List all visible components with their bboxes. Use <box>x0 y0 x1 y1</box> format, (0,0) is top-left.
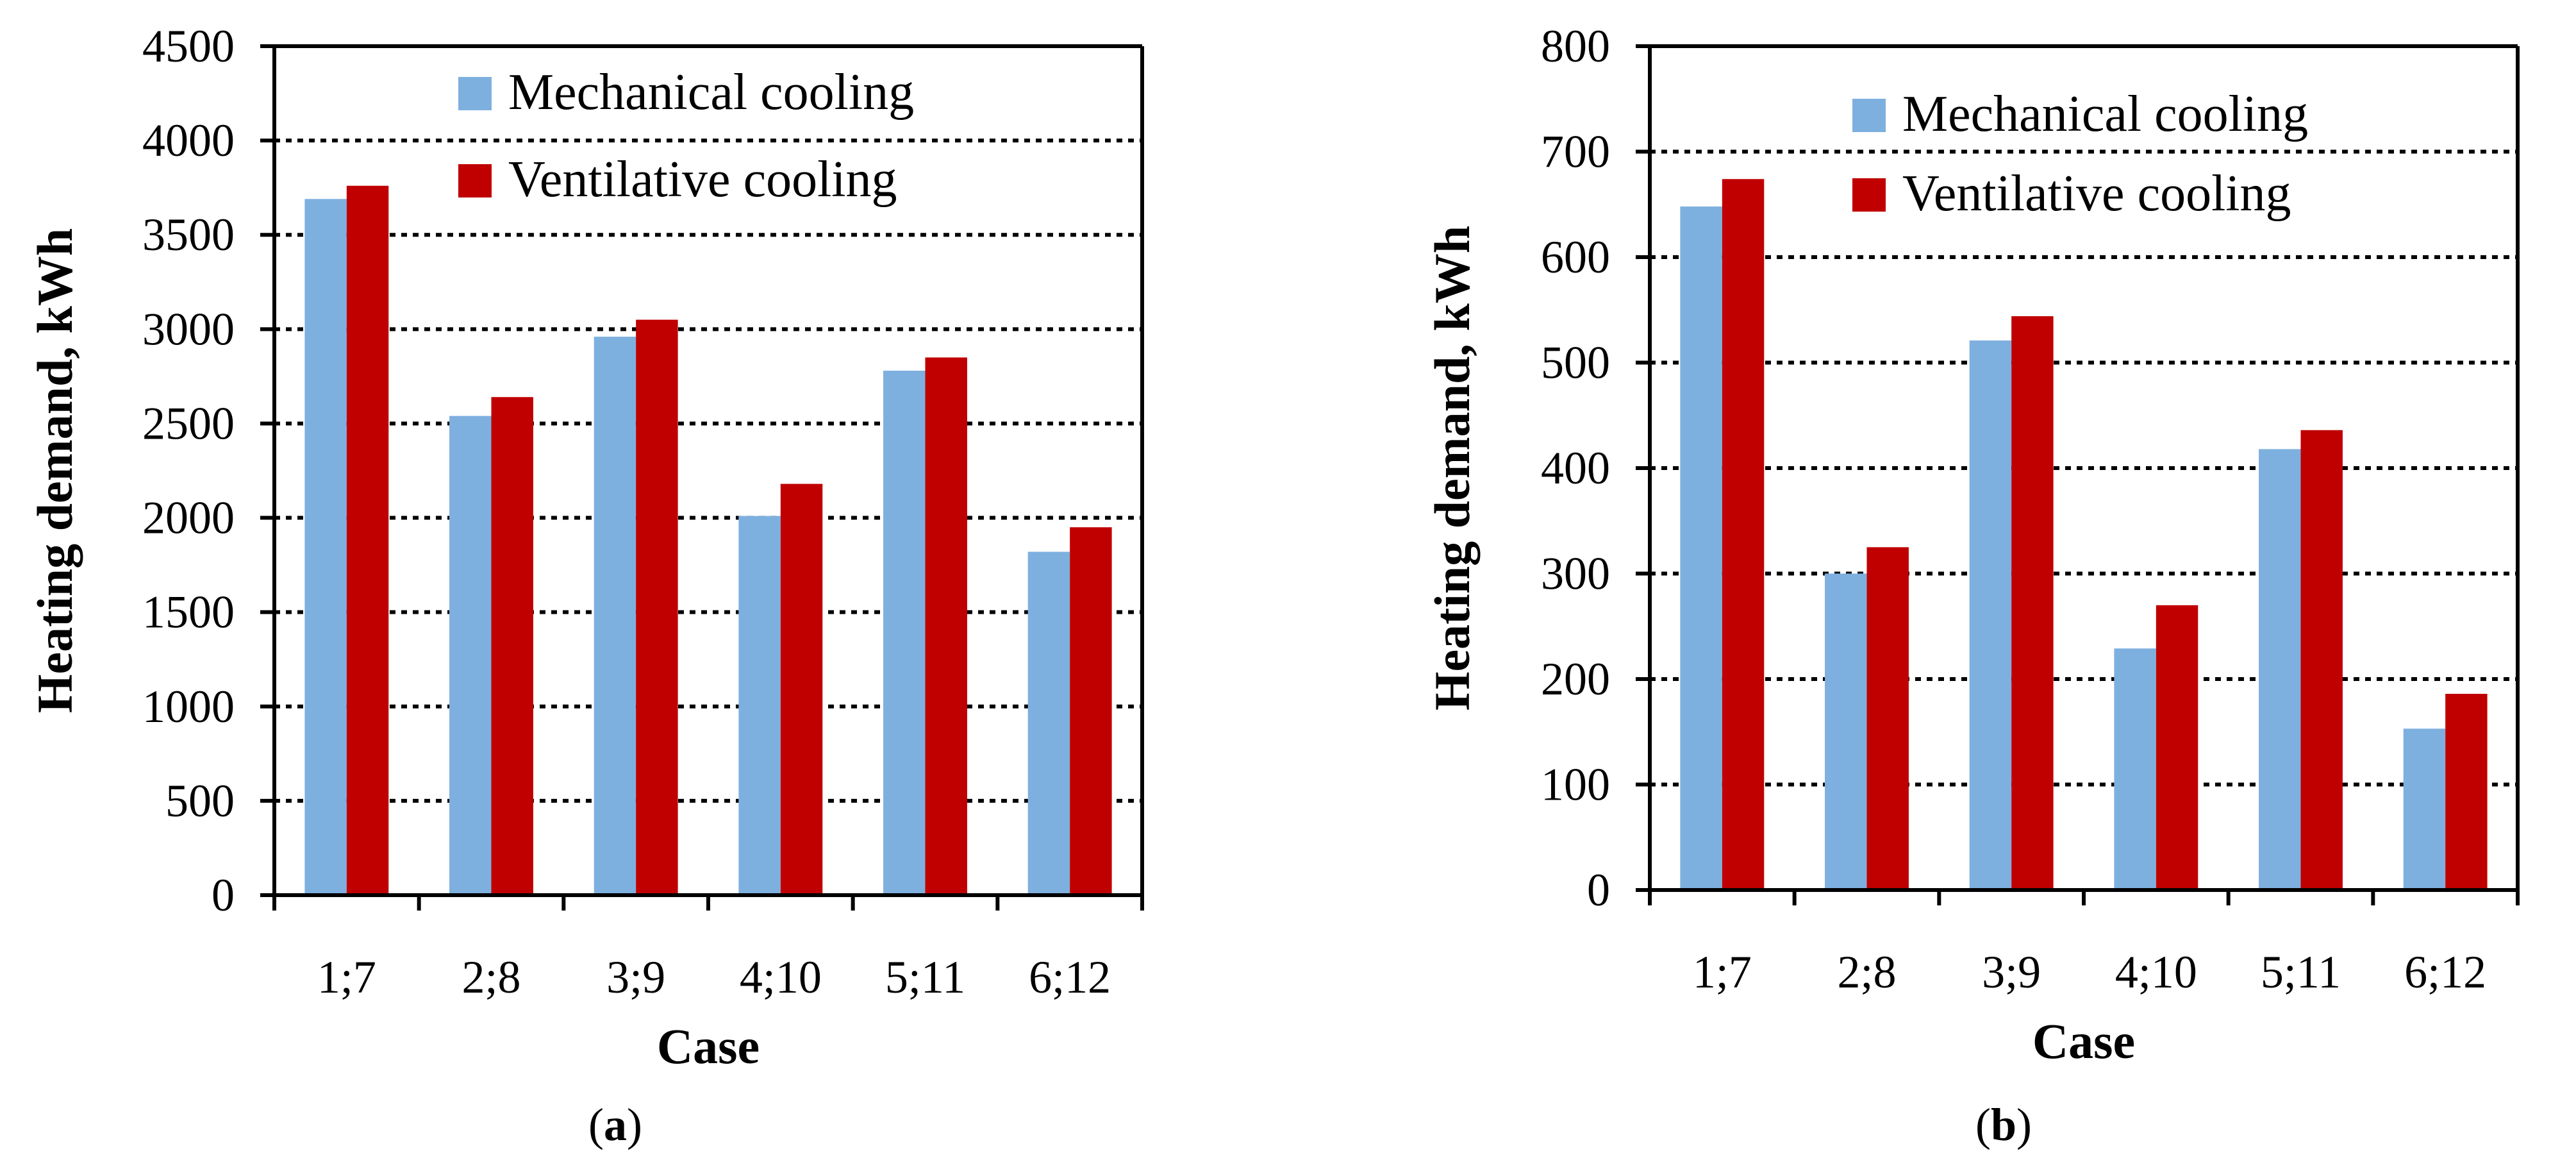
y-tick-label: 3500 <box>142 209 235 260</box>
x-tick-label: 1;7 <box>1693 946 1752 998</box>
bar-mechanical-3 <box>1969 340 2012 890</box>
x-axis-title: Case <box>2032 1013 2135 1069</box>
y-tick-label: 0 <box>212 869 235 921</box>
y-tick-label: 800 <box>1541 21 1610 72</box>
bar-ventilative-5 <box>2300 430 2343 890</box>
y-tick-label: 2500 <box>142 398 235 449</box>
bar-ventilative-3 <box>2011 316 2054 890</box>
bar-ventilative-2 <box>1866 547 1909 890</box>
bar-ventilative-4 <box>780 483 823 895</box>
panel-label: a <box>604 1099 627 1150</box>
y-tick-label: 4500 <box>142 21 235 72</box>
x-tick-label: 1;7 <box>317 952 376 1003</box>
bar-mechanical-4 <box>738 516 781 895</box>
bar-mechanical-4 <box>2114 648 2156 890</box>
x-tick-label: 4;10 <box>740 952 822 1003</box>
legend-swatch-ventilative <box>458 164 492 197</box>
bar-ventilative-5 <box>925 357 967 895</box>
y-tick-label: 1500 <box>142 587 235 638</box>
bar-ventilative-4 <box>2156 605 2198 890</box>
y-tick-label: 700 <box>1541 126 1610 178</box>
legend-swatch-ventilative <box>1852 178 1886 212</box>
y-tick-label: 400 <box>1541 442 1610 494</box>
bar-mechanical-2 <box>449 416 492 895</box>
chart-panel-a: 0 500 1000 1500 2000 2500 3000 3500 4000 4500 1;7 2… <box>27 21 1144 1150</box>
bar-ventilative-6 <box>2445 694 2488 890</box>
y-tick-label: 500 <box>1541 337 1610 389</box>
bar-ventilative-2 <box>491 397 533 895</box>
y-tick-label: 1000 <box>142 681 235 732</box>
x-tick-label: 5;11 <box>885 952 965 1003</box>
legend-swatch-mechanical <box>1852 99 1886 132</box>
x-axis-title: Case <box>657 1018 760 1074</box>
panel-caption: (b) <box>1975 1099 2032 1150</box>
bar-mechanical-3 <box>594 337 636 895</box>
x-tick-label: 2;8 <box>461 952 520 1003</box>
x-tick-label: 4;10 <box>2115 946 2197 998</box>
y-tick-label: 600 <box>1541 231 1610 283</box>
y-tick-label: 300 <box>1541 548 1610 600</box>
y-tick-label: 0 <box>1587 864 1610 916</box>
legend-label-mechanical: Mechanical cooling <box>1902 86 2308 142</box>
y-axis-title: Heating demand, kWh <box>27 228 83 713</box>
y-tick-label: 4000 <box>142 115 235 166</box>
panel-caption: (a) <box>588 1099 642 1150</box>
legend-label-mechanical: Mechanical cooling <box>508 64 914 121</box>
y-axis-title: Heating demand, kWh <box>1424 226 1480 710</box>
bar-ventilative-3 <box>636 319 678 896</box>
x-tick-label: 5;11 <box>2261 946 2341 998</box>
x-tick-label: 3;9 <box>1982 946 2041 998</box>
bar-mechanical-5 <box>883 371 926 895</box>
y-tick-label: 2000 <box>142 492 235 544</box>
x-tick-label: 6;12 <box>1029 952 1111 1003</box>
y-tick-label: 100 <box>1541 759 1610 811</box>
x-tick-label: 6;12 <box>2404 946 2486 998</box>
bar-mechanical-1 <box>304 199 347 895</box>
chart-panel-b: 0 100 200 300 400 500 600 700 800 1;7 2;8 3;9 4;10 5;… <box>1424 21 2520 1150</box>
bar-ventilative-6 <box>1070 527 1112 895</box>
bar-ventilative-1 <box>346 185 389 895</box>
x-tick-label: 3;9 <box>606 952 665 1003</box>
bar-mechanical-6 <box>2403 728 2446 890</box>
y-tick-label: 500 <box>165 775 235 827</box>
y-tick-label: 3000 <box>142 303 235 355</box>
bar-mechanical-2 <box>1825 573 1867 890</box>
panel-label: b <box>1991 1099 2016 1150</box>
legend-swatch-mechanical <box>458 77 492 110</box>
bar-mechanical-1 <box>1680 206 1722 890</box>
bar-mechanical-5 <box>2259 449 2301 890</box>
bar-mechanical-6 <box>1027 551 1070 895</box>
legend-label-ventilative: Ventilative cooling <box>508 151 897 208</box>
bar-ventilative-1 <box>1722 179 1765 890</box>
y-tick-label: 200 <box>1541 653 1610 705</box>
legend-label-ventilative: Ventilative cooling <box>1902 165 2291 222</box>
x-tick-label: 2;8 <box>1837 946 1896 998</box>
